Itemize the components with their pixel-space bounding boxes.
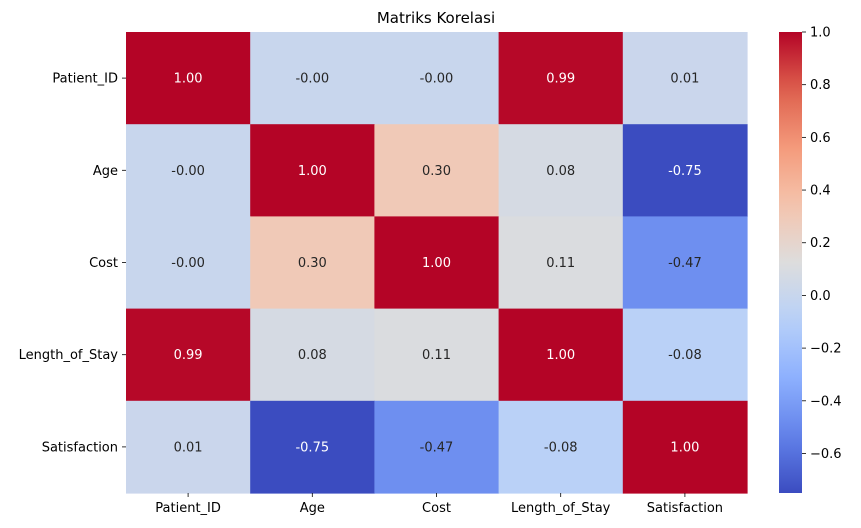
cell-value-label: 0.08 — [546, 164, 575, 179]
heatmap-cells — [126, 32, 748, 494]
heatmap-cell — [250, 400, 375, 494]
colorbar: 1.0 0.8 0.6 0.4 0.2 0.0 −0.2 −0.4 −0.6 — [779, 26, 842, 493]
cell-value-label: 0.01 — [670, 72, 699, 87]
x-tick-label: Length_of_Stay — [511, 501, 611, 516]
colorbar-tick-label: 0.0 — [810, 289, 831, 304]
heatmap-cell — [126, 32, 251, 125]
cell-value-label: 0.30 — [422, 164, 451, 179]
cell-value-label: 0.99 — [546, 72, 575, 87]
x-tick-label: Satisfaction — [647, 501, 723, 516]
chart-title: Matriks Korelasi — [377, 9, 495, 27]
cell-value-label: -0.08 — [668, 348, 702, 363]
colorbar-tick-label: −0.4 — [810, 394, 842, 409]
heatmap-cell — [250, 308, 375, 402]
heatmap-cell — [622, 216, 748, 310]
cell-value-label: -0.00 — [171, 164, 205, 179]
cell-value-label: -0.75 — [295, 440, 329, 455]
colorbar-gradient — [779, 32, 802, 493]
cell-value-label: -0.00 — [420, 72, 454, 87]
heatmap-cell — [498, 400, 624, 494]
heatmap-cell — [126, 308, 251, 402]
colorbar-tick-label: −0.6 — [810, 447, 842, 462]
cell-value-label: -0.00 — [171, 256, 205, 271]
heatmap-cell — [498, 308, 624, 402]
y-tick-label: Satisfaction — [42, 440, 118, 455]
x-tick-label: Patient_ID — [155, 501, 221, 516]
colorbar-tick-label: 0.6 — [810, 131, 831, 146]
cell-value-label: 0.01 — [174, 440, 203, 455]
x-tick-label: Cost — [422, 501, 451, 516]
y-tick-label: Cost — [89, 256, 118, 271]
heatmap-cell — [498, 216, 624, 310]
heatmap-cell — [622, 308, 748, 402]
heatmap-cell-labels: 1.00 -0.00 -0.00 0.99 0.01 -0.00 1.00 0.30 0.08 -… — [171, 72, 701, 456]
colorbar-tick-label: 0.8 — [810, 78, 831, 93]
colorbar-tick-label: 0.4 — [810, 184, 831, 199]
heatmap-cell — [622, 124, 748, 217]
cell-value-label: -0.47 — [420, 440, 454, 455]
cell-value-label: 0.08 — [298, 348, 327, 363]
heatmap-cell — [374, 308, 500, 402]
heatmap-cell — [622, 400, 748, 494]
heatmap-cell — [374, 400, 500, 494]
heatmap-cell — [126, 216, 251, 310]
colorbar-tick-label: 1.0 — [810, 26, 831, 41]
cell-value-label: -0.75 — [668, 164, 702, 179]
y-tick-label: Age — [93, 164, 118, 179]
cell-value-label: -0.08 — [544, 440, 578, 455]
cell-value-label: 1.00 — [546, 348, 575, 363]
heatmap-cell — [498, 32, 624, 125]
heatmap-cell — [374, 32, 500, 125]
colorbar-tick-label: −0.2 — [810, 342, 842, 357]
heatmap-cell — [250, 32, 375, 125]
cell-value-label: 0.11 — [422, 348, 451, 363]
cell-value-label: 0.30 — [298, 256, 327, 271]
y-tick-label: Length_of_Stay — [19, 348, 119, 363]
cell-value-label: 0.99 — [174, 348, 203, 363]
cell-value-label: 1.00 — [174, 72, 203, 87]
cell-value-label: 1.00 — [422, 256, 451, 271]
x-tick-label: Age — [300, 501, 325, 516]
heatmap-cell — [126, 400, 251, 494]
y-axis: Patient_ID Age Cost Length_of_Stay Satisfact… — [19, 72, 126, 455]
heatmap-cell — [126, 124, 251, 217]
cell-value-label: 1.00 — [298, 164, 327, 179]
colorbar-tick-label: 0.2 — [810, 236, 831, 251]
heatmap-cell — [374, 216, 500, 310]
heatmap-cell — [250, 124, 375, 217]
heatmap-cell — [498, 124, 624, 217]
x-axis: Patient_ID Age Cost Length_of_Stay Satisfact… — [155, 493, 723, 516]
heatmap-cell — [374, 124, 500, 217]
cell-value-label: -0.00 — [295, 72, 329, 87]
cell-value-label: 0.11 — [546, 256, 575, 271]
cell-value-label: 1.00 — [670, 440, 699, 455]
heatmap-cell — [250, 216, 375, 310]
cell-value-label: -0.47 — [668, 256, 702, 271]
y-tick-label: Patient_ID — [52, 72, 118, 87]
heatmap-cell — [622, 32, 748, 125]
